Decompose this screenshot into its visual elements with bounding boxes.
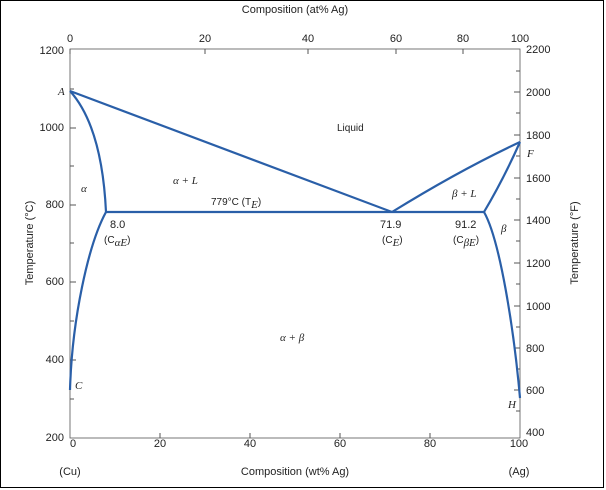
left-axis-ticks: 200 400 600 800 1000 1200 — [40, 45, 76, 444]
right-tick: 1800 — [526, 130, 550, 142]
bottom-axis-title: Composition (wt% Ag) — [241, 466, 349, 478]
right-tick: 1400 — [526, 215, 550, 227]
left-tick: 400 — [46, 354, 64, 366]
solidus-alpha — [69, 90, 108, 213]
bottom-tick: 100 — [510, 438, 528, 450]
bottom-tick: 20 — [154, 438, 166, 450]
liquidus-left — [69, 89, 393, 214]
liquidus-right — [391, 141, 521, 213]
region-beta-L: β + L — [451, 188, 477, 200]
region-alpha-beta: α + β — [280, 332, 305, 344]
region-liquid: Liquid — [337, 123, 364, 134]
point-A-label: A — [57, 86, 65, 98]
top-axis-title: Composition (at% Ag) — [242, 4, 348, 16]
left-tick: 1000 — [40, 122, 64, 134]
region-alpha-L: α + L — [173, 175, 198, 187]
point-H-label: H — [507, 399, 517, 411]
solidus-beta — [483, 141, 522, 213]
bottom-axis-ticks: 0 20 40 60 80 100 — [70, 433, 528, 450]
c-e-label: (CE) — [382, 235, 403, 249]
right-tick: 1600 — [526, 173, 550, 185]
right-tick: 800 — [526, 343, 544, 355]
c-alpha-e-value: 8.0 — [110, 219, 125, 231]
left-tick: 600 — [46, 276, 64, 288]
top-tick: 80 — [457, 33, 469, 45]
bottom-tick: 40 — [244, 438, 256, 450]
top-tick: 20 — [199, 33, 211, 45]
right-tick: 2000 — [526, 87, 550, 99]
left-axis-title: Temperature (°C) — [24, 201, 36, 285]
c-beta-e-value: 91.2 — [455, 219, 476, 231]
bottom-tick: 80 — [424, 438, 436, 450]
top-tick: 40 — [302, 33, 314, 45]
point-C-label: C — [75, 380, 83, 392]
bottom-tick: 60 — [334, 438, 346, 450]
c-e-value: 71.9 — [380, 219, 401, 231]
top-tick: 0 — [67, 33, 73, 45]
left-end-label: (Cu) — [59, 466, 80, 478]
right-tick: 2200 — [526, 44, 550, 56]
eutectic-temperature-label: 779°C (TE) — [211, 197, 261, 211]
c-beta-e-label: (CβE) — [453, 235, 479, 249]
right-tick: 1000 — [526, 301, 550, 313]
right-axis-title: Temperature (°F) — [569, 201, 581, 284]
bottom-tick: 0 — [70, 438, 76, 450]
right-tick: 400 — [526, 427, 544, 439]
left-tick: 200 — [46, 432, 64, 444]
right-tick: 600 — [526, 385, 544, 397]
solvus-beta — [483, 211, 522, 399]
c-alpha-e-label: (CαE) — [104, 235, 130, 249]
right-tick: 1200 — [526, 258, 550, 270]
point-F-label: F — [526, 148, 534, 160]
region-beta: β — [500, 223, 507, 235]
left-tick: 800 — [46, 199, 64, 211]
solvus-alpha — [68, 211, 107, 391]
top-tick: 100 — [511, 33, 529, 45]
right-end-label: (Ag) — [509, 466, 530, 478]
top-tick: 60 — [390, 33, 402, 45]
left-tick: 1200 — [40, 45, 64, 57]
phase-boundaries — [68, 89, 522, 399]
region-alpha: α — [81, 183, 87, 195]
top-axis-ticks: 0 20 40 60 80 100 — [67, 33, 529, 54]
right-axis-ticks: 400 600 800 1000 1200 1400 1600 1800 200… — [514, 44, 550, 439]
